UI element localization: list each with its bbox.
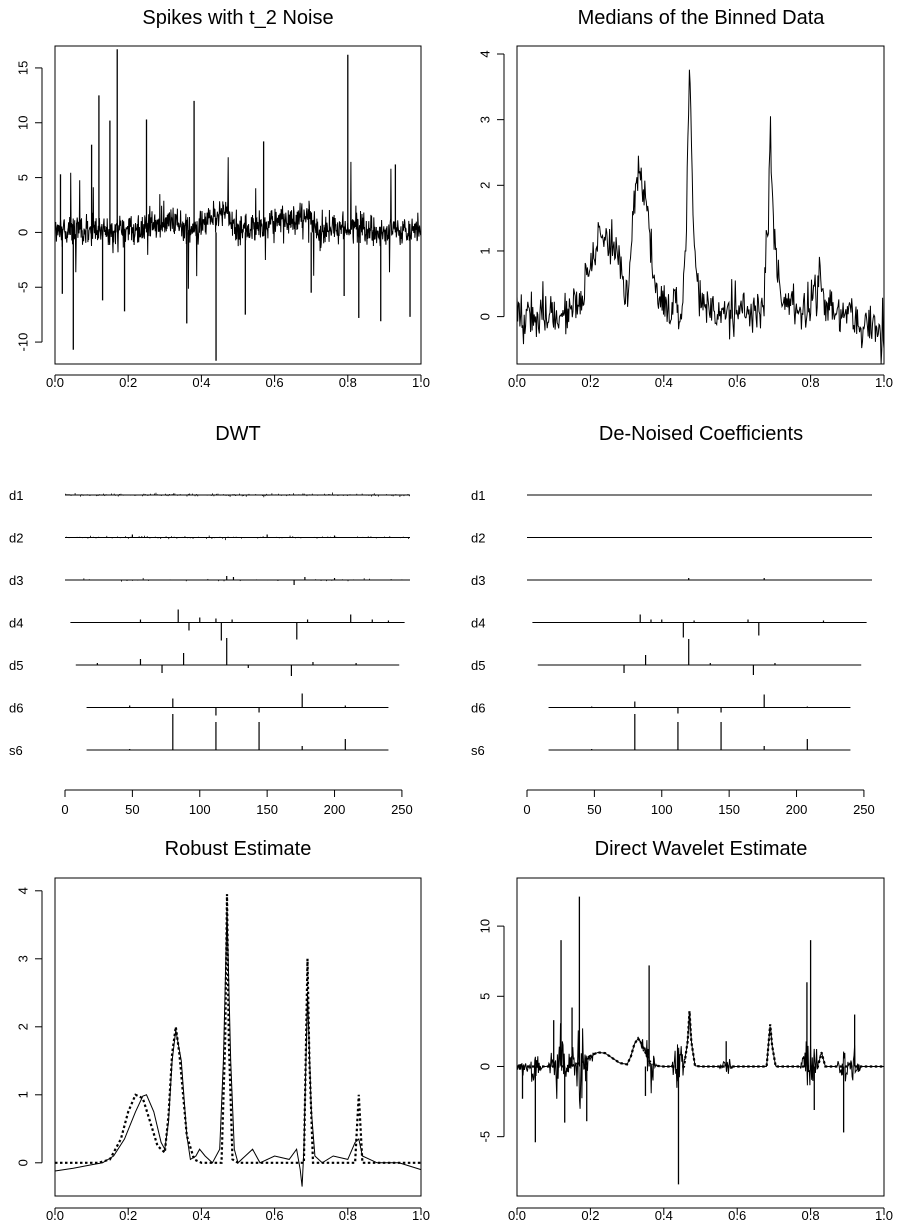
spikes-y-tick-label: 10 [15,116,30,130]
dwt-level-label-d5: d5 [9,658,23,673]
robust-y-tick-label: 4 [15,887,30,894]
spikes-x-tick-label: 0.4 [192,375,210,390]
dwt-level-label-s6: s6 [9,743,23,758]
denoised-level-label-d1: d1 [471,488,485,503]
spikes-y-tick-label: -10 [15,333,30,352]
title-direct-wavelet-estimate: Direct Wavelet Estimate [595,838,808,860]
title-binned-medians: Medians of the Binned Data [578,7,826,29]
robust-y-tick-label: 2 [15,1023,30,1030]
spikes-y-tick-label: -5 [15,281,30,293]
medians-x-tick-label: 1.0 [875,375,893,390]
robust-y-tick-label: 1 [15,1091,30,1098]
direct-y-tick-label: 5 [477,993,492,1000]
direct-x-tick-label: 0.2 [581,1208,599,1223]
robust-x-tick-label: 0.2 [119,1208,137,1223]
medians-y-tick-label: 1 [477,247,492,254]
dwt-level-label-d2: d2 [9,531,23,546]
robust-y-tick-label: 0 [15,1159,30,1166]
dwt-x-tick-label: 0 [61,802,68,817]
robust-x-tick-label: 0.4 [192,1208,210,1223]
direct-y-tick-label: 10 [477,919,492,933]
title-dwt: DWT [215,423,261,445]
direct-y-tick-label: -5 [477,1131,492,1143]
panel-denoised-coefficients: 0 50 100 150 200 250 d1 d2 d3 d4 d5 d6 s6 [471,488,875,817]
robust-x-tick-label: 1.0 [412,1208,430,1223]
dwt-x-tick-label: 250 [391,802,413,817]
title-robust-estimate: Robust Estimate [165,838,312,860]
dwt-level-label-d1: d1 [9,488,23,503]
panel-binned-medians: 0.0 0.2 0.4 0.6 0.8 1.0 0 1 2 3 4 [477,45,893,390]
direct-plot-frame [516,877,885,1197]
true-signal-dotted-line [55,894,421,1164]
medians-y-tick-label: 2 [477,182,492,189]
denoised-level-label-s6: s6 [471,743,485,758]
spikes-y-tick-label: 0 [15,229,30,236]
denoised-x-tick-label: 250 [853,802,875,817]
spikes-plot-frame [54,45,422,365]
dwt-level-label-d4: d4 [9,616,23,631]
direct-x-tick-label: 0.8 [802,1208,820,1223]
panel-direct-wavelet-estimate: 0.0 0.2 0.4 0.6 0.8 1.0 -5 0 5 10 [477,877,893,1223]
denoised-x-tick-label: 150 [718,802,740,817]
spikes-x-tick-label: 1.0 [412,375,430,390]
panel-dwt: 0 50 100 150 200 250 d1 d2 d3 d4 d5 d6 s6 [9,488,413,817]
denoised-level-label-d6: d6 [471,701,485,716]
spikes-y-tick-label: 15 [15,61,30,75]
direct-x-tick-label: 0.0 [508,1208,526,1223]
denoised-level-label-d4: d4 [471,616,485,631]
denoised-level-label-d3: d3 [471,573,485,588]
direct-x-tick-label: 0.6 [728,1208,746,1223]
robust-x-tick-label: 0.0 [46,1208,64,1223]
title-denoised-coefficients: De-Noised Coefficients [599,423,803,445]
title-spikes-noise: Spikes with t_2 Noise [142,7,333,29]
direct-y-tick-label: 0 [477,1063,492,1070]
direct-x-tick-label: 0.4 [655,1208,673,1223]
dwt-x-tick-label: 150 [256,802,278,817]
dwt-level-label-d3: d3 [9,573,23,588]
dwt-level-label-d6: d6 [9,701,23,716]
spikes-x-tick-label: 0.2 [119,375,137,390]
spikes-x-tick-label: 0.0 [46,375,64,390]
medians-x-tick-label: 0.2 [581,375,599,390]
medians-y-tick-label: 3 [477,116,492,123]
medians-x-tick-label: 0.8 [802,375,820,390]
denoised-x-tick-label: 0 [523,802,530,817]
spikes-x-tick-label: 0.8 [339,375,357,390]
direct-x-tick-label: 1.0 [875,1208,893,1223]
dwt-x-tick-label: 100 [189,802,211,817]
dwt-x-tick-label: 200 [324,802,346,817]
medians-x-tick-label: 0.6 [728,375,746,390]
robust-x-tick-label: 0.8 [339,1208,357,1223]
denoised-x-tick-label: 200 [786,802,808,817]
medians-plot-frame [516,45,885,365]
spikes-x-tick-label: 0.6 [266,375,284,390]
robust-estimate-line [54,911,422,1187]
medians-y-tick-label: 4 [477,50,492,57]
denoised-level-label-d2: d2 [471,531,485,546]
medians-x-tick-label: 0.0 [508,375,526,390]
denoised-x-tick-label: 100 [651,802,673,817]
panel-robust-estimate: 0.0 0.2 0.4 0.6 0.8 1.0 0 1 2 3 4 [15,877,430,1223]
dwt-x-tick-label: 50 [125,802,139,817]
denoised-x-tick-label: 50 [587,802,601,817]
medians-x-tick-label: 0.4 [655,375,673,390]
direct-true-signal-dotted-line [517,1010,884,1068]
median-series-line [516,69,885,364]
panel-spikes-noise: 0.0 0.2 0.4 0.6 0.8 1.0 -10 -5 0 5 10 15 [15,45,430,390]
medians-y-tick-label: 0 [477,313,492,320]
robust-y-tick-label: 3 [15,955,30,962]
robust-x-tick-label: 0.6 [266,1208,284,1223]
noisy-signal-line [54,157,422,289]
robust-plot-frame [54,877,422,1197]
spikes-y-tick-label: 5 [15,174,30,181]
denoised-level-label-d5: d5 [471,658,485,673]
